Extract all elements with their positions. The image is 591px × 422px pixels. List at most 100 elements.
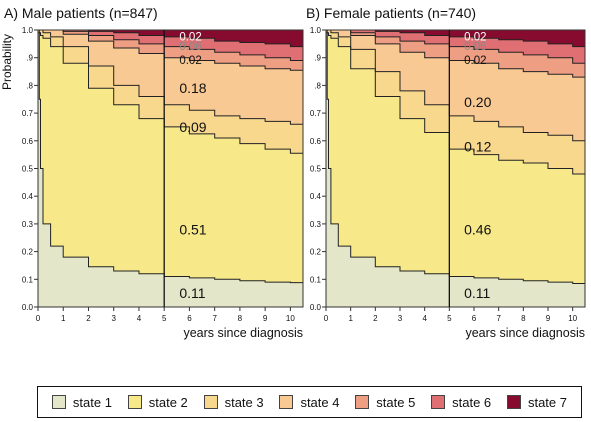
- x-tick-label: 2: [373, 314, 378, 323]
- boundary-line-2: [38, 29, 304, 155]
- y-tick-label: 0.4: [310, 192, 322, 201]
- y-tick-label: 0.5: [310, 165, 322, 174]
- x-tick-label: 8: [238, 314, 243, 323]
- y-tick-label: 0.0: [22, 303, 34, 312]
- state-share-label: 0.46: [464, 221, 491, 237]
- area-state-3: [38, 30, 303, 155]
- legend: state 1 state 2 state 3 state 4 state 5 state…: [37, 386, 582, 418]
- boundary-line-1: [326, 32, 585, 284]
- state-share-label: 0.02: [179, 31, 201, 43]
- legend-label: state 4: [300, 394, 340, 410]
- x-tick-label: 1: [348, 314, 353, 323]
- legend-label: state 1: [72, 394, 112, 410]
- legend-label: state 3: [224, 394, 264, 410]
- state-share-label: 0.02: [179, 55, 201, 67]
- area-state-4: [38, 30, 303, 130]
- state-share-label: 0.06: [464, 41, 486, 53]
- x-tick-label: 6: [187, 314, 192, 323]
- y-tick-label: 0.1: [310, 275, 322, 284]
- boundary-line-1: [38, 32, 303, 284]
- stacked-probability-figure: A) Male patients (n=847)0 1 2 3 4 5 6 7 8 9 100.00…: [0, 5, 586, 340]
- y-tick-label: .9: [26, 54, 33, 63]
- y-tick-label: .8: [314, 81, 321, 90]
- area-state-7: [326, 30, 585, 47]
- x-tick-label: 7: [496, 314, 501, 323]
- legend-item-state-5: state 5: [355, 395, 415, 410]
- y-tick-label: 0.0: [310, 303, 322, 312]
- legend-swatch: [127, 395, 142, 409]
- area-state-4: [326, 30, 585, 147]
- panel-title: B) Female patients (n=740): [306, 5, 476, 21]
- x-tick-label: 5: [162, 314, 167, 323]
- state-share-label: 0.12: [464, 138, 491, 154]
- boundary-line-3: [38, 29, 304, 130]
- area-state-3: [326, 30, 585, 177]
- y-tick-label: 0.5: [22, 165, 34, 174]
- y-axis-label: Probability: [0, 34, 14, 90]
- x-tick-label: 4: [422, 314, 427, 323]
- legend-label: state 5: [376, 394, 416, 410]
- legend-item-state-1: state 1: [51, 394, 112, 410]
- area-state-2: [326, 30, 585, 284]
- state-share-label: 0.11: [464, 285, 490, 301]
- y-tick-label: 0.7: [310, 109, 322, 118]
- boundary-line-2: [326, 29, 586, 177]
- x-tick-label: 0: [36, 314, 41, 323]
- legend-label: state 6: [452, 394, 492, 410]
- legend-swatch: [506, 395, 521, 409]
- state-share-label: 0.20: [464, 94, 491, 110]
- state-share-label: 0.02: [464, 31, 486, 43]
- legend-label: state 7: [527, 394, 567, 410]
- legend-swatch: [279, 395, 294, 409]
- legend-label: state 2: [148, 394, 188, 410]
- area-state-2: [38, 30, 303, 283]
- y-tick-label: 0.6: [310, 137, 322, 146]
- y-tick-label: 0.2: [310, 248, 322, 257]
- panel-male: A) Male patients (n=847) 0 1 2 3 4 5 6 7 8 9 10 0.0 0…: [0, 5, 304, 340]
- x-tick-label: 2: [86, 314, 91, 323]
- area-state-7: [38, 30, 303, 47]
- y-tick-label: 0.6: [22, 137, 34, 146]
- x-tick-label: 0: [324, 314, 329, 323]
- state-share-label: 0.09: [179, 119, 206, 135]
- state-share-label: 0.11: [179, 285, 205, 301]
- state-share-label: 0.02: [464, 55, 486, 67]
- x-tick-label: 1: [61, 314, 66, 323]
- area-state-1: [326, 32, 585, 308]
- y-tick-label: 1.0: [310, 26, 322, 35]
- x-axis-label: years since diagnosis: [183, 326, 303, 340]
- area-state-5: [38, 30, 303, 72]
- legend-swatch: [51, 395, 66, 409]
- x-tick-label: 3: [111, 314, 116, 323]
- x-tick-label: 9: [263, 314, 268, 323]
- x-tick-label: 3: [398, 314, 403, 323]
- legend-item-state-6: state 6: [431, 395, 491, 410]
- x-tick-label: 6: [472, 314, 477, 323]
- y-tick-label: 0.3: [22, 220, 34, 229]
- state-share-label: 0.06: [179, 41, 201, 53]
- y-tick-label: .8: [26, 81, 33, 90]
- state-share-label: 0.18: [179, 80, 206, 96]
- legend-item-state-4: state 4: [279, 395, 339, 410]
- x-tick-label: 5: [447, 314, 452, 323]
- y-tick-label: 0.1: [22, 275, 34, 284]
- legend-swatch: [355, 395, 370, 409]
- x-tick-label: 7: [212, 314, 217, 323]
- y-tick-label: 0.3: [310, 220, 322, 229]
- area-state-1: [38, 32, 303, 308]
- panel-female: B) Female patients (n=740) 0 1 2 3 4 5 6 7 8 9 10 0.…: [306, 5, 586, 340]
- legend-item-state-2: state 2: [127, 394, 188, 410]
- y-tick-label: .9: [314, 54, 321, 63]
- y-tick-label: 0.4: [22, 192, 34, 201]
- legend-item-state-3: state 3: [203, 394, 264, 410]
- x-tick-label: 10: [568, 314, 577, 323]
- x-tick-label: 9: [546, 314, 551, 323]
- y-tick-label: 0.7: [22, 109, 34, 118]
- state-share-label: 0.51: [179, 221, 206, 237]
- x-axis-label: years since diagnosis: [465, 326, 585, 340]
- area-state-5: [326, 30, 585, 80]
- panel-title: A) Male patients (n=847): [4, 5, 158, 21]
- x-tick-label: 8: [521, 314, 526, 323]
- x-tick-label: 10: [286, 314, 295, 323]
- y-tick-label: 1.0: [22, 26, 34, 35]
